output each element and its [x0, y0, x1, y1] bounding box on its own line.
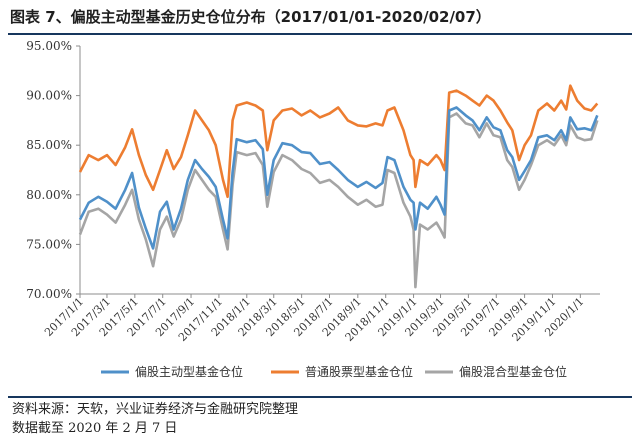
position-line-chart: 70.00%75.00%80.00%85.00%90.00%95.00%2017…	[26, 39, 600, 379]
chart-legend: 偏股主动型基金仓位 普通股票型基金仓位 偏股混合型基金仓位	[101, 364, 567, 379]
y-tick-label: 70.00%	[26, 287, 72, 301]
title-divider	[8, 33, 632, 35]
legend-label-2: 偏股混合型基金仓位	[459, 364, 567, 379]
chart-series-lines	[78, 84, 599, 289]
y-tick-label: 95.00%	[26, 39, 72, 53]
y-tick-label: 80.00%	[26, 188, 72, 202]
series-line-2	[78, 112, 599, 289]
legend-label-1: 普通股票型基金仓位	[305, 364, 413, 379]
legend-label-0: 偏股主动型基金仓位	[135, 364, 243, 379]
y-tick-label: 90.00%	[26, 89, 72, 103]
chart-axes: 70.00%75.00%80.00%85.00%90.00%95.00%2017…	[26, 39, 600, 344]
series-line-1	[78, 84, 599, 199]
y-tick-label: 85.00%	[26, 138, 72, 152]
figure-title: 图表 7、偏股主动型基金历史仓位分布（2017/01/01-2020/02/07…	[10, 8, 491, 26]
source-divider	[8, 396, 632, 398]
source-note: 资料来源：天软，兴业证券经济与金融研究院整理	[12, 402, 299, 417]
series-line-0	[78, 106, 599, 250]
data-cutoff-note: 数据截至 2020 年 2 月 7 日	[12, 421, 178, 436]
y-tick-label: 75.00%	[26, 237, 72, 251]
